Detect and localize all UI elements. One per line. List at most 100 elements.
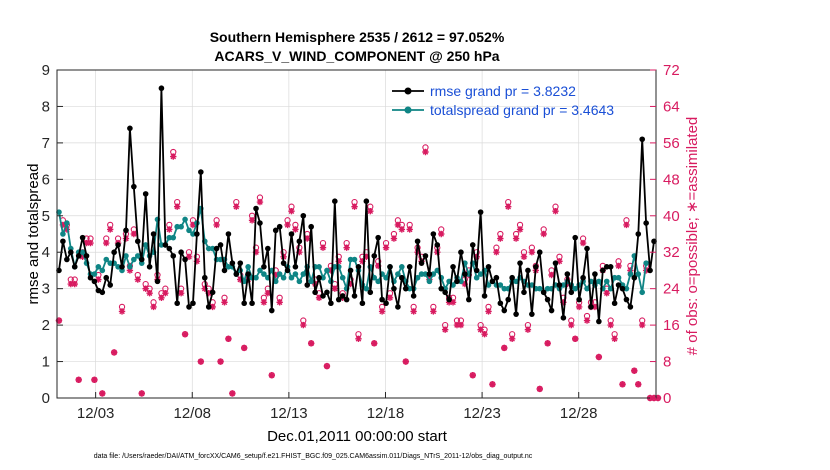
assimilated-obs-point [473, 253, 480, 260]
assimilated-obs-point [197, 358, 205, 365]
assimilated-obs-point [264, 290, 272, 297]
assimilated-obs-point [457, 321, 465, 329]
chart-title: Southern Hemisphere 2535 / 2612 = 97.052… [210, 29, 505, 45]
totalspread-point [383, 274, 389, 281]
totalspread-point [276, 271, 283, 277]
assimilated-obs-point [386, 294, 394, 301]
rmse-point [190, 300, 196, 307]
rmse-point [450, 264, 456, 270]
assimilated-obs-point [327, 267, 335, 274]
assimilated-obs-point [63, 226, 71, 233]
rmse-point [599, 267, 606, 274]
rmse-point [556, 282, 563, 288]
rmse-point [355, 264, 362, 270]
totalspread-point [123, 253, 129, 259]
legend: rmse grand pr = 3.8232 totalspread grand… [392, 83, 614, 118]
rmse-point [182, 256, 188, 263]
rmse-point [635, 231, 642, 237]
rmse-point [568, 289, 575, 296]
y-tick-label: 5 [42, 208, 50, 225]
totalspread-point [91, 271, 98, 277]
x-tick-label: 12/23 [463, 405, 501, 422]
totalspread-point [296, 278, 303, 285]
totalspread-point [257, 267, 263, 274]
totalspread-point [418, 271, 425, 277]
rmse-point [265, 245, 271, 252]
rmse-point [466, 296, 472, 303]
rmse-point [509, 274, 515, 281]
rmse-point [245, 271, 251, 277]
assimilated-obs-point [103, 239, 110, 247]
assimilated-obs-point [201, 285, 208, 292]
assimilated-obs-point [150, 303, 157, 311]
rmse-point [454, 278, 460, 285]
totalspread-point [205, 245, 212, 252]
rmse-point [146, 264, 153, 270]
assimilated-obs-point [335, 258, 342, 265]
rmse-point [438, 285, 445, 292]
rmse-point [529, 311, 535, 317]
assimilated-obs-point [493, 249, 500, 256]
rmse-point [406, 264, 413, 270]
rmse-point [611, 300, 618, 307]
rmse-point [288, 231, 295, 237]
rmse-point [462, 271, 468, 277]
assimilated-obs-point [485, 308, 492, 315]
rmse-point [75, 253, 82, 259]
y2-tick-label: 0 [663, 390, 671, 407]
rmse-point [576, 296, 582, 303]
y-tick-label: 7 [42, 135, 50, 152]
rmse-point [134, 238, 141, 245]
totalspread-point [544, 285, 551, 292]
assimilated-obs-point [59, 221, 67, 229]
rmse-point [513, 311, 519, 317]
rmse-point [387, 264, 393, 270]
rmse-point [83, 253, 90, 259]
rmse-point [300, 212, 307, 219]
totalspread-point [627, 271, 634, 277]
rmse-point [343, 296, 350, 303]
rmse-point [138, 256, 145, 263]
assimilated-obs-point [110, 349, 118, 356]
x-tick-label: 12/28 [560, 405, 598, 422]
assimilated-obs-point [501, 344, 508, 352]
rmse-point [493, 274, 500, 281]
rmse-point [332, 198, 338, 204]
totalspread-point [639, 289, 646, 296]
rmse-point [154, 278, 161, 285]
assimilated-obs-point [642, 267, 650, 274]
assimilated-obs-point [359, 258, 366, 265]
totalspread-point [56, 209, 62, 215]
y2-tick-label: 56 [663, 135, 680, 152]
totalspread-point [292, 271, 299, 277]
rmse-point [237, 260, 244, 266]
rmse-point [272, 227, 279, 234]
assimilated-obs-point [118, 308, 126, 315]
y-tick-label: 0 [42, 390, 50, 407]
rmse-point [209, 289, 216, 296]
x-tick-label: 12/03 [77, 405, 115, 422]
rmse-point [284, 267, 291, 274]
totalspread-point [572, 285, 579, 292]
assimilated-obs-point [351, 203, 358, 210]
assimilated-obs-point [288, 208, 295, 215]
rmse-point [103, 274, 110, 281]
rmse-point [525, 267, 531, 274]
rmse-point [639, 136, 646, 143]
totalspread-point [134, 253, 141, 259]
assimilated-obs-point [276, 299, 283, 306]
rmse-point [426, 271, 433, 277]
rmse-point [71, 264, 78, 270]
rmse-point [391, 285, 397, 292]
assimilated-obs-point [130, 230, 138, 238]
assimilated-obs-point [55, 317, 63, 324]
y-tick-label: 1 [42, 354, 50, 371]
totalspread-point [320, 274, 326, 281]
assimilated-obs-point [292, 226, 299, 233]
assimilated-obs-point [181, 331, 189, 338]
rmse-point [533, 264, 539, 270]
rmse-point [111, 249, 117, 256]
rmse-point [150, 231, 157, 237]
rmse-point [399, 274, 405, 281]
